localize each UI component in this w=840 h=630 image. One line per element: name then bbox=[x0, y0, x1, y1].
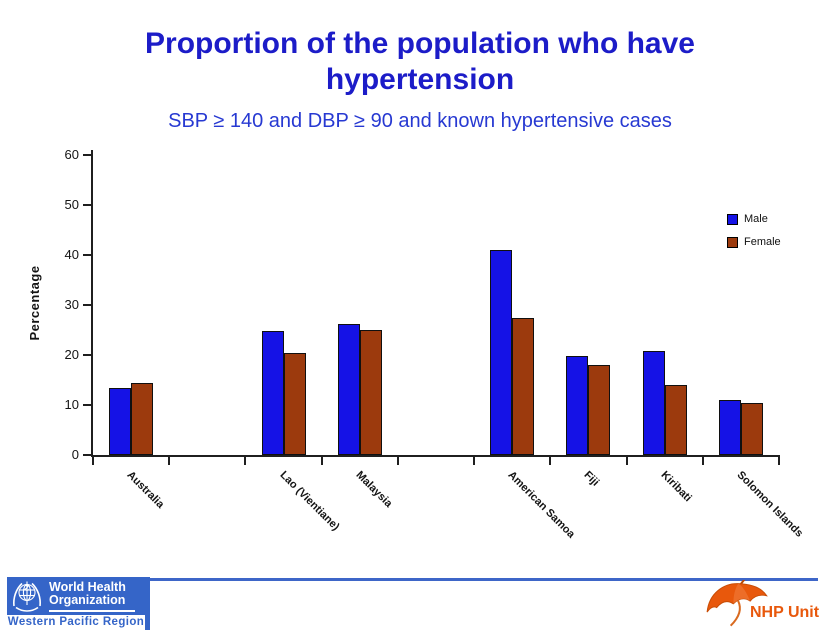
legend-swatch-female bbox=[727, 236, 738, 248]
bar-female-american-samoa bbox=[512, 317, 535, 455]
who-text-line1: World Health bbox=[49, 579, 126, 594]
chart-legend: Male Female bbox=[727, 213, 781, 259]
bar-female-kiribati bbox=[664, 385, 687, 455]
y-axis-title: Percentage bbox=[27, 265, 42, 341]
x-label-malaysia: Malaysia bbox=[353, 469, 395, 510]
y-tick-10 bbox=[83, 404, 91, 406]
y-tick-50 bbox=[83, 204, 91, 206]
x-label-fiji: Fiji bbox=[581, 469, 602, 489]
x-tick-8 bbox=[701, 457, 704, 465]
x-tick-5 bbox=[473, 457, 476, 465]
x-tick-6 bbox=[549, 457, 552, 465]
bar-male-american-samoa bbox=[490, 250, 513, 455]
y-tick-label-20: 20 bbox=[64, 347, 79, 362]
legend-swatch-male bbox=[727, 213, 738, 225]
nhp-unit-logo: NHP Unit bbox=[698, 580, 828, 628]
x-label-american-samoa: American Samoa bbox=[505, 469, 578, 541]
y-tick-label-40: 40 bbox=[64, 247, 79, 262]
x-label-solomon-islands: Solomon Islands bbox=[734, 469, 806, 540]
y-tick-label-60: 60 bbox=[64, 147, 79, 162]
y-tick-30 bbox=[83, 304, 91, 306]
legend-item-male: Male bbox=[727, 213, 781, 225]
nhp-unit-label: NHP Unit bbox=[750, 604, 820, 621]
x-label-kiribati: Kiribati bbox=[658, 469, 694, 505]
x-tick-2 bbox=[244, 457, 247, 465]
who-region-label: Western Pacific Region bbox=[7, 616, 145, 628]
footer-vertical-bar bbox=[145, 577, 150, 630]
who-emblem-icon bbox=[13, 581, 41, 612]
y-tick-20 bbox=[83, 354, 91, 356]
x-tick-1 bbox=[168, 457, 171, 465]
y-tick-label-0: 0 bbox=[71, 447, 79, 462]
x-tick-9 bbox=[778, 457, 780, 465]
bar-male-malaysia bbox=[337, 323, 360, 455]
y-axis-line bbox=[91, 150, 93, 457]
who-logo: World Health Organization bbox=[7, 577, 145, 615]
bar-male-kiribati bbox=[642, 351, 665, 455]
legend-label-male: Male bbox=[744, 213, 768, 225]
y-tick-label-30: 30 bbox=[64, 297, 79, 312]
x-label-australia: Australia bbox=[124, 469, 167, 511]
bar-male-lao-vientiane bbox=[261, 331, 284, 455]
who-text-underline bbox=[49, 609, 135, 612]
x-tick-4 bbox=[396, 457, 399, 465]
y-tick-60 bbox=[83, 154, 91, 156]
y-tick-label-10: 10 bbox=[64, 397, 79, 412]
bar-female-australia bbox=[131, 382, 154, 455]
bar-male-solomon-islands bbox=[718, 400, 741, 455]
bar-female-fiji bbox=[588, 365, 611, 455]
x-tick-3 bbox=[320, 457, 323, 465]
bar-female-lao-vientiane bbox=[283, 352, 306, 455]
x-tick-7 bbox=[625, 457, 628, 465]
who-text-line2: Organization bbox=[49, 592, 126, 607]
x-tick-0 bbox=[92, 457, 94, 465]
y-tick-40 bbox=[83, 254, 91, 256]
bar-female-solomon-islands bbox=[740, 402, 763, 455]
y-tick-label-50: 50 bbox=[64, 197, 79, 212]
x-label-lao-vientiane: Lao (Vientiane) bbox=[277, 469, 342, 534]
umbrella-icon bbox=[706, 580, 768, 627]
bar-male-australia bbox=[109, 387, 132, 455]
x-axis-line bbox=[91, 455, 780, 457]
y-tick-0 bbox=[83, 454, 91, 456]
slide-subtitle: SBP ≥ 140 and DBP ≥ 90 and known hyperte… bbox=[168, 110, 672, 132]
slide-title: Proportion of the population who have hy… bbox=[145, 27, 695, 96]
legend-label-female: Female bbox=[744, 236, 781, 248]
legend-item-female: Female bbox=[727, 236, 781, 248]
bar-male-fiji bbox=[566, 356, 589, 455]
footer-divider-line bbox=[150, 578, 818, 581]
bar-female-malaysia bbox=[359, 330, 382, 455]
